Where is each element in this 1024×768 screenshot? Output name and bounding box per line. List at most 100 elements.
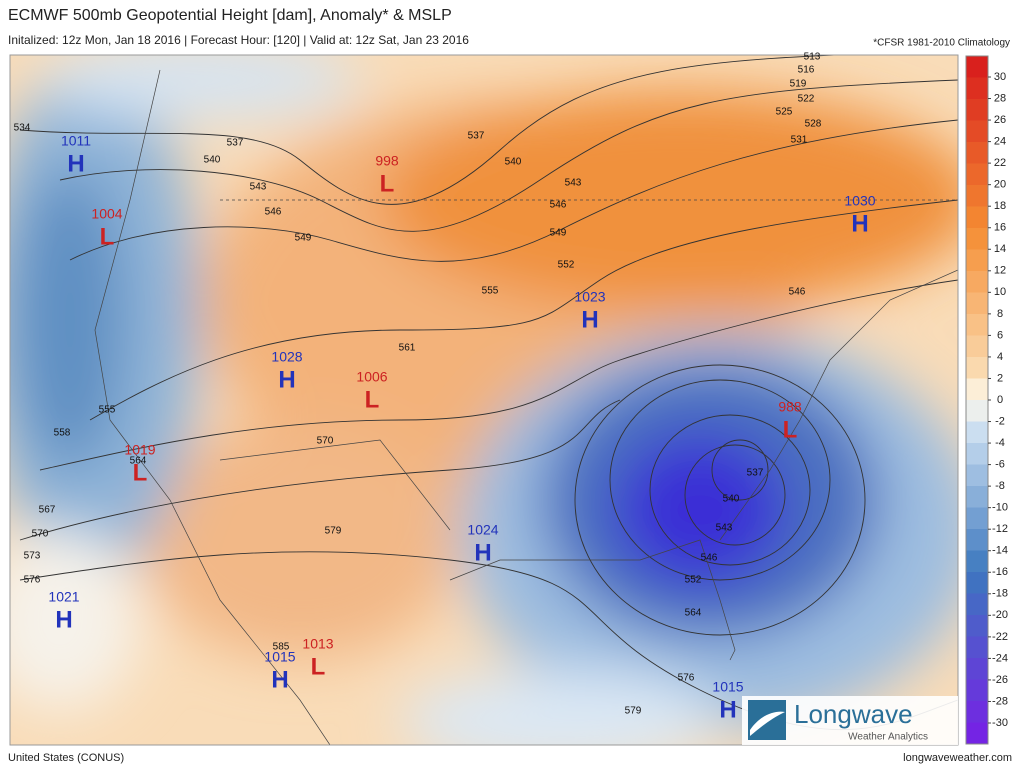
contour-label: 525 <box>776 107 793 118</box>
colorbar-tick-label: -20 <box>992 609 1008 621</box>
colorbar-tick-label: -22 <box>992 631 1008 643</box>
colorbar-tick-label: 20 <box>994 179 1006 191</box>
colorbar-swatch <box>966 314 988 336</box>
title: ECMWF 500mb Geopotential Height [dam], A… <box>8 7 452 24</box>
pressure-letter: L <box>100 223 115 250</box>
colorbar-swatch <box>966 572 988 594</box>
pressure-value: 1019 <box>124 442 155 458</box>
contour-label: 555 <box>482 286 499 297</box>
contour-label: 552 <box>558 260 575 271</box>
colorbar-tick-label: 2 <box>997 372 1003 384</box>
map-frame <box>9 54 959 746</box>
colorbar-swatch <box>966 550 988 573</box>
contour-label: 531 <box>791 135 808 146</box>
pressure-value: 1030 <box>844 193 875 209</box>
colorbar-tick-label: -2 <box>995 415 1005 427</box>
pressure-value: 1024 <box>467 522 498 538</box>
contour-label: 576 <box>24 575 41 586</box>
colorbar-swatch <box>966 99 988 121</box>
contour-label: 540 <box>204 155 221 166</box>
colorbar-swatch <box>966 529 988 551</box>
climatology-note: *CFSR 1981-2010 Climatology <box>873 38 1010 49</box>
contour-label: 537 <box>468 131 485 142</box>
pressure-value: 1023 <box>574 289 605 305</box>
colorbar-tick-label: -30 <box>992 717 1008 729</box>
contour-label: 546 <box>789 287 806 298</box>
colorbar-tick-label: 28 <box>994 92 1006 104</box>
pressure-letter: H <box>67 150 84 177</box>
colorbar-tick-label: -14 <box>992 545 1008 557</box>
pressure-letter: H <box>278 366 295 393</box>
colorbar-swatch <box>966 679 988 702</box>
contour-label: 516 <box>798 65 815 76</box>
pressure-value: 1004 <box>91 206 122 222</box>
colorbar-tick-label: -26 <box>992 674 1008 686</box>
colorbar-swatch <box>966 421 988 444</box>
colorbar-tick-label: -8 <box>995 480 1005 492</box>
contour-label: 579 <box>325 526 342 537</box>
contour-label: 570 <box>317 436 334 447</box>
colorbar-swatch <box>966 658 988 680</box>
contour-label: 585 <box>273 642 290 653</box>
contour-label: 549 <box>295 233 312 244</box>
colorbar-tick-label: 18 <box>994 200 1006 212</box>
contour-label: 522 <box>798 94 815 105</box>
contour-label: 528 <box>805 119 822 130</box>
contour-label: 540 <box>505 157 522 168</box>
contour-label: 537 <box>747 468 764 479</box>
colorbar-tick-label: 30 <box>994 71 1006 83</box>
contour-label: 519 <box>790 79 807 90</box>
colorbar-tick-label: -18 <box>992 588 1008 600</box>
colorbar-tick-label: 4 <box>997 351 1003 363</box>
colorbar-tick-label: 26 <box>994 114 1006 126</box>
pressure-letter: H <box>55 606 72 633</box>
colorbar-tick-label: -28 <box>992 695 1008 707</box>
colorbar-tick-label: 6 <box>997 329 1003 341</box>
colorbar-swatch <box>966 292 988 315</box>
pressure-letter: L <box>133 459 148 486</box>
contour-label: 537 <box>227 138 244 149</box>
colorbar-swatch <box>966 56 988 78</box>
contour-label: 534 <box>14 123 31 134</box>
colorbar-tick-label: 10 <box>994 286 1006 298</box>
colorbar-swatch <box>966 142 988 164</box>
colorbar-swatch <box>966 185 988 207</box>
colorbar-tick-label: 24 <box>994 136 1006 148</box>
colorbar-tick-label: 14 <box>994 243 1006 255</box>
colorbar: 302826242220181614121086420-2-4-6-8-10-1… <box>965 55 1008 745</box>
contour-label: 546 <box>550 200 567 211</box>
pressure-letter: L <box>365 386 380 413</box>
contour-label: 567 <box>39 505 56 516</box>
pressure-letter: H <box>851 210 868 237</box>
contour-label: 579 <box>625 706 642 717</box>
contour-label: 561 <box>399 343 416 354</box>
colorbar-swatch <box>966 701 988 723</box>
contour-label: 546 <box>701 553 718 564</box>
pressure-letter: L <box>311 653 326 680</box>
logo: Longwave Weather Analytics <box>742 696 958 745</box>
colorbar-swatch <box>966 443 988 465</box>
pressure-letter: L <box>380 170 395 197</box>
colorbar-tick-label: -16 <box>992 566 1008 578</box>
pressure-letter: H <box>271 666 288 693</box>
footer-right: longwaveweather.com <box>903 752 1012 764</box>
pressure-value: 1011 <box>61 133 91 149</box>
colorbar-swatch <box>966 378 988 401</box>
contour-label: 564 <box>685 608 702 619</box>
pressure-value: 1021 <box>48 589 79 605</box>
contour-label: 555 <box>99 405 116 416</box>
subtitle: Initalized: 12z Mon, Jan 18 2016 | Forec… <box>8 33 469 47</box>
colorbar-swatch <box>966 120 988 143</box>
colorbar-swatch <box>966 593 988 616</box>
contour-label: 543 <box>250 182 267 193</box>
colorbar-swatch <box>966 636 988 659</box>
colorbar-tick-label: 0 <box>997 394 1003 406</box>
pressure-value: 1006 <box>356 369 387 385</box>
pressure-letter: H <box>719 696 736 723</box>
contour-label: 543 <box>716 523 733 534</box>
colorbar-tick-label: -6 <box>995 459 1005 471</box>
colorbar-swatch <box>966 249 988 272</box>
colorbar-swatch <box>966 357 988 379</box>
colorbar-tick-label: 22 <box>994 157 1006 169</box>
